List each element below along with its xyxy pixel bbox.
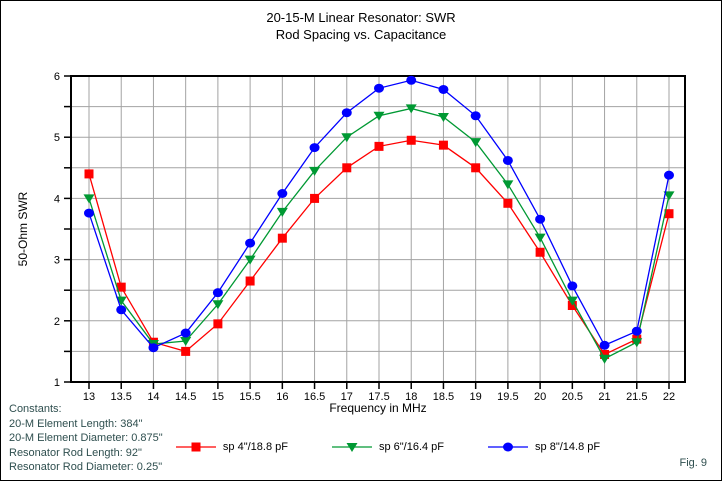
svg-text:18.5: 18.5 xyxy=(433,391,454,403)
chart-title: 20-15-M Linear Resonator: SWR Rod Spacin… xyxy=(1,9,721,43)
svg-text:1: 1 xyxy=(54,377,60,389)
svg-text:22: 22 xyxy=(663,391,675,403)
constants-line: 20-M Element Length: 384" xyxy=(9,417,143,430)
legend-item: sp 8"/14.8 pF xyxy=(488,441,600,453)
svg-text:15: 15 xyxy=(212,391,224,403)
svg-text:13: 13 xyxy=(83,391,95,403)
svg-text:16.5: 16.5 xyxy=(304,391,325,403)
legend-item: sp 4"/18.8 pF xyxy=(175,441,288,453)
svg-text:5: 5 xyxy=(54,132,60,144)
svg-text:15.5: 15.5 xyxy=(239,391,260,403)
svg-text:21.5: 21.5 xyxy=(626,391,647,403)
legend-item: sp 6"/16.4 pF xyxy=(331,441,445,453)
svg-text:6: 6 xyxy=(54,71,60,83)
svg-text:16: 16 xyxy=(276,391,288,403)
svg-text:3: 3 xyxy=(54,255,60,267)
y-axis-title: 50-Ohm SWR xyxy=(16,191,30,267)
constants-line: 20-M Element Diameter: 0.875" xyxy=(9,432,163,445)
constants-heading: Constants: xyxy=(9,403,62,415)
chart-title-line2: Rod Spacing vs. Capacitance xyxy=(275,27,447,42)
constants-line: Resonator Rod Diameter: 0.25" xyxy=(9,461,163,474)
svg-text:13.5: 13.5 xyxy=(111,391,132,403)
svg-text:19: 19 xyxy=(470,391,482,403)
figure-number: Fig. 9 xyxy=(679,457,707,469)
svg-text:2: 2 xyxy=(54,316,60,328)
svg-text:17.5: 17.5 xyxy=(368,391,389,403)
svg-text:18: 18 xyxy=(405,391,417,403)
svg-text:17: 17 xyxy=(341,391,353,403)
svg-text:20: 20 xyxy=(534,391,546,403)
svg-text:20.5: 20.5 xyxy=(562,391,583,403)
legend-triangle-marker-icon xyxy=(331,441,372,453)
svg-text:21: 21 xyxy=(598,391,610,403)
legend-square-marker-icon xyxy=(175,441,216,453)
svg-text:14.5: 14.5 xyxy=(175,391,196,403)
legend-label: sp 8"/14.8 pF xyxy=(535,441,601,453)
svg-text:14: 14 xyxy=(147,391,159,403)
svg-text:19.5: 19.5 xyxy=(497,391,518,403)
x-axis-title: Frequency in MHz xyxy=(329,401,427,415)
legend-circle-marker-icon xyxy=(488,441,529,453)
legend-label: sp 4"/18.8 pF xyxy=(222,441,288,453)
svg-text:4: 4 xyxy=(54,193,60,205)
constants-line: Resonator Rod Length: 92" xyxy=(9,446,142,459)
chart-legend: sp 4"/18.8 pF sp 6"/16.4 pF sp 8"/14.8 p… xyxy=(91,441,685,453)
legend-label: sp 6"/16.4 pF xyxy=(378,441,445,453)
chart-title-line1: 20-15-M Linear Resonator: SWR xyxy=(266,10,456,25)
constants-block: Constants: 20-M Element Length: 384" 20-… xyxy=(9,402,163,475)
